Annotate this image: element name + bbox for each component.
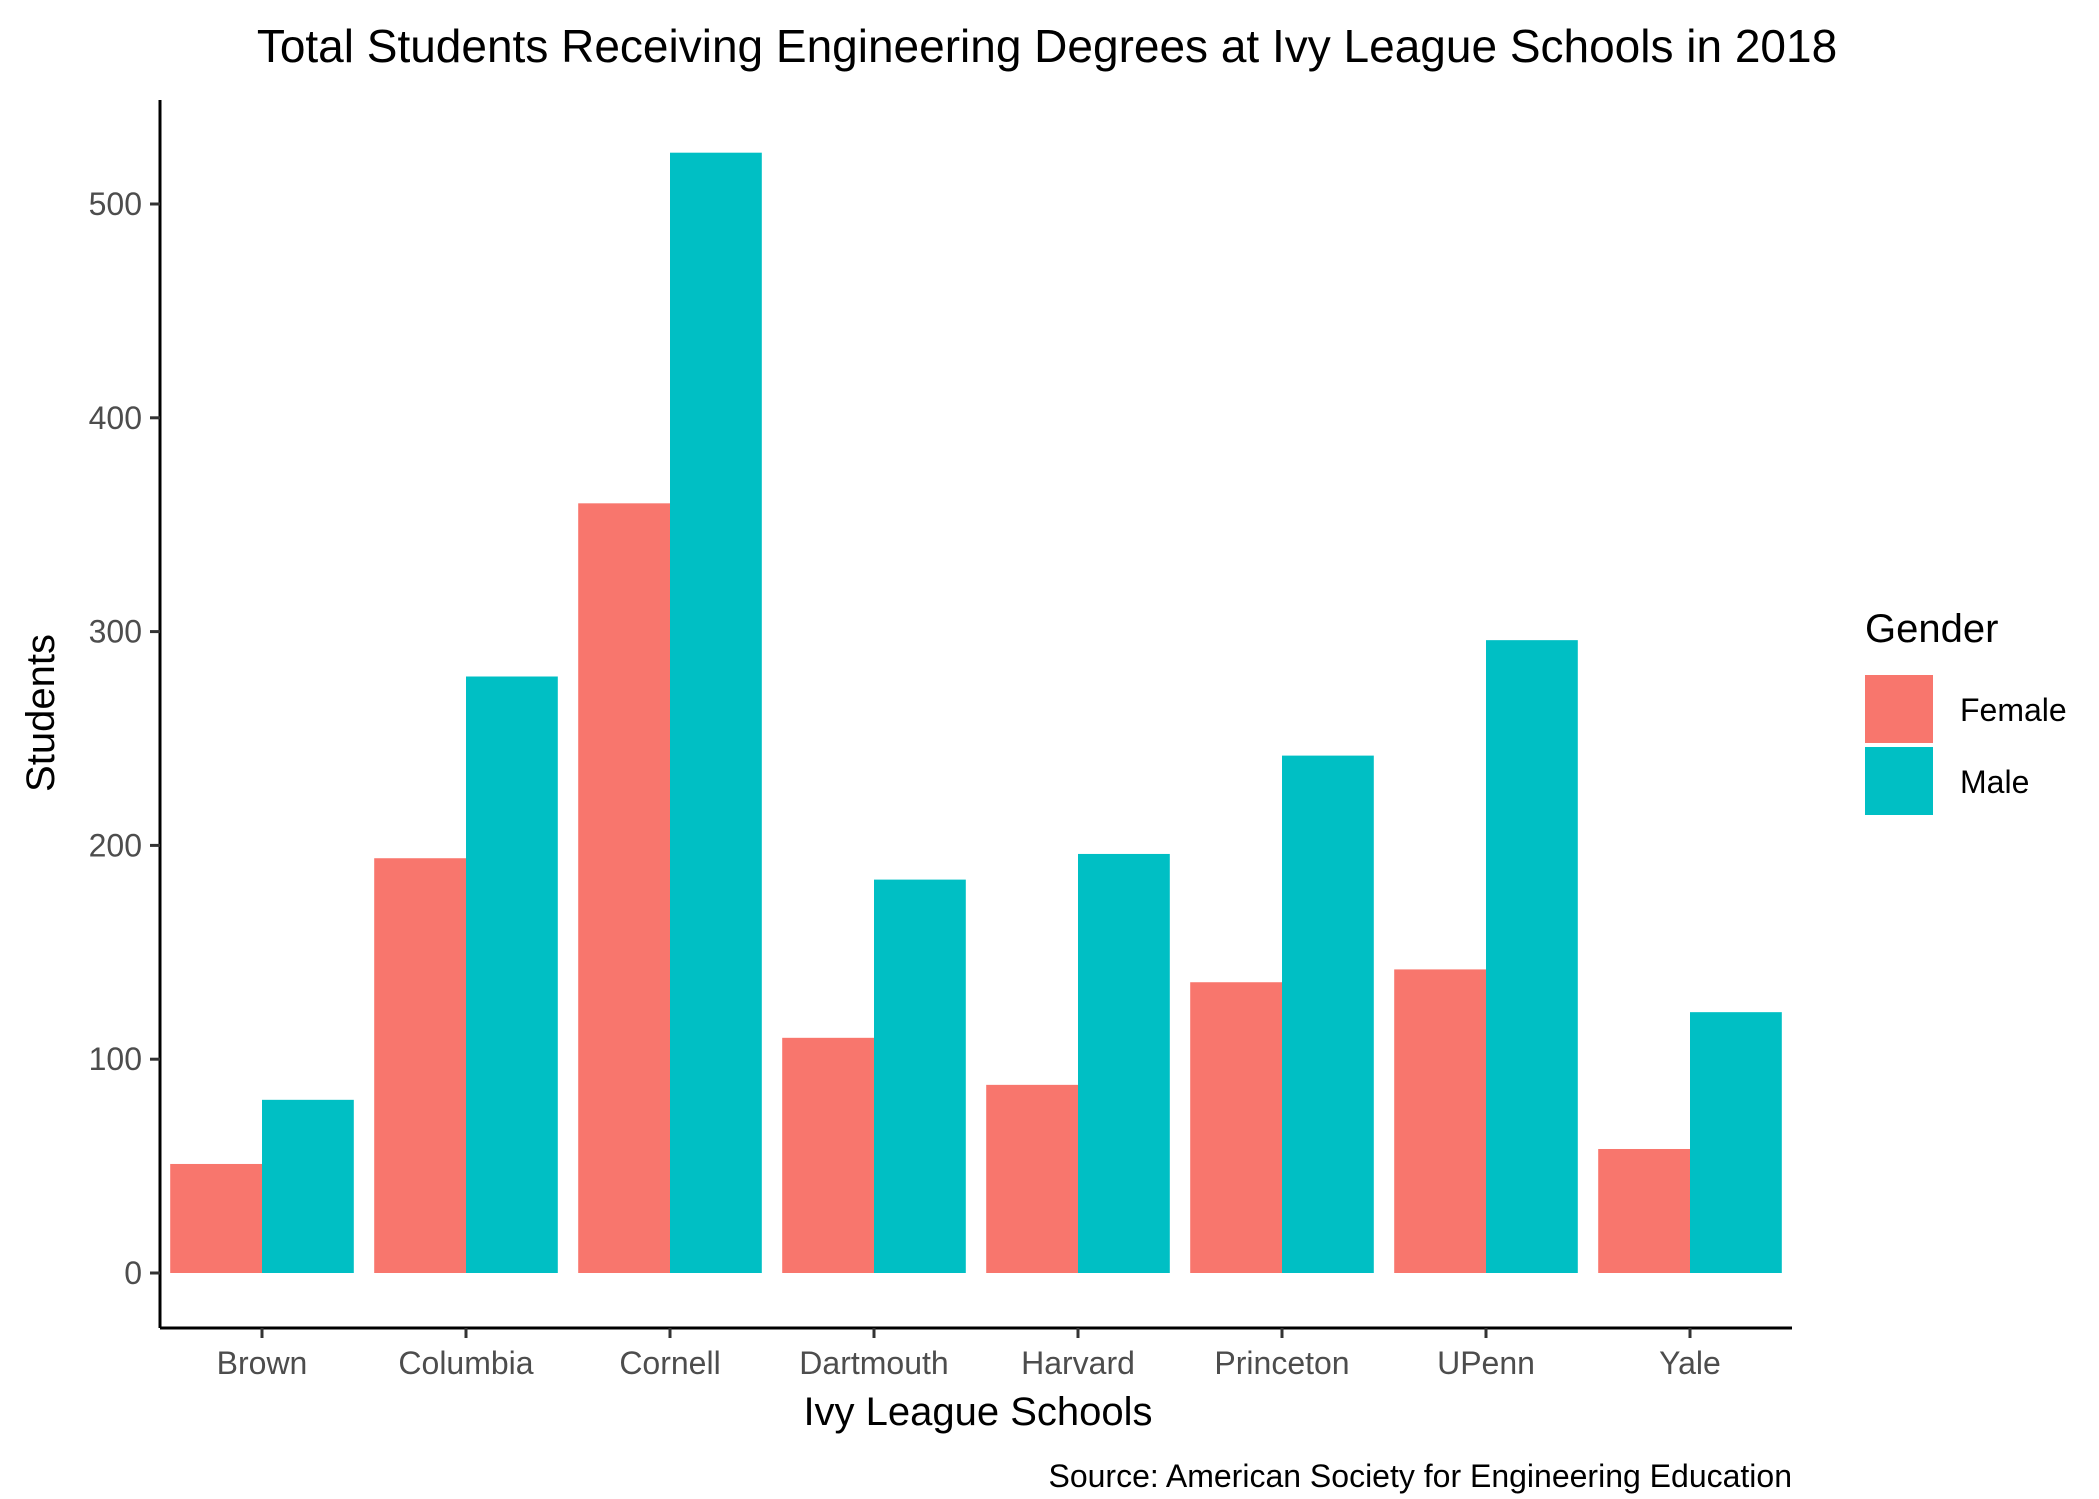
- plot-area: 0 100 200 300 400 500 Brown Columbia Cornell Dart…: [89, 100, 1792, 1381]
- legend: Gender Female Male: [1865, 607, 2067, 815]
- y-tick-label: 200: [89, 827, 142, 863]
- bar-cornell-female: [578, 503, 670, 1273]
- bar-upenn-female: [1394, 969, 1486, 1273]
- bar-harvard-male: [1078, 853, 1170, 1273]
- bar-brown-female: [170, 1163, 262, 1273]
- y-tick-label: 400: [89, 400, 142, 436]
- legend-key-female: [1865, 675, 1933, 743]
- chart-title: Total Students Receiving Engineering Deg…: [257, 20, 1837, 72]
- legend-label-male: Male: [1960, 764, 2029, 800]
- source-caption: Source: American Society for Engineering…: [1048, 1458, 1792, 1494]
- y-tick-label: 100: [89, 1041, 142, 1077]
- y-tick-label: 0: [124, 1255, 142, 1291]
- x-axis-title: Ivy League Schools: [803, 1390, 1152, 1434]
- bar-harvard-female: [986, 1084, 1078, 1273]
- x-tick-label: Cornell: [619, 1345, 720, 1381]
- bar-dartmouth-female: [782, 1037, 874, 1273]
- legend-title: Gender: [1865, 607, 1998, 651]
- x-tick-label: Columbia: [398, 1345, 533, 1381]
- y-tick-label: 300: [89, 614, 142, 650]
- bar-cornell-male: [670, 152, 762, 1274]
- legend-label-female: Female: [1960, 692, 2067, 728]
- x-tick-label: Brown: [217, 1345, 308, 1381]
- bar-brown-male: [262, 1099, 354, 1273]
- x-tick-label: UPenn: [1437, 1345, 1535, 1381]
- legend-key-male: [1865, 747, 1933, 815]
- y-tick-label: 500: [89, 186, 142, 222]
- bar-dartmouth-male: [874, 879, 966, 1273]
- bar-columbia-male: [466, 676, 558, 1273]
- bar-yale-female: [1598, 1148, 1690, 1273]
- bar-upenn-male: [1486, 640, 1578, 1273]
- x-tick-label: Dartmouth: [799, 1345, 948, 1381]
- bar-yale-male: [1690, 1012, 1782, 1273]
- x-tick-label: Princeton: [1214, 1345, 1349, 1381]
- bar-columbia-female: [374, 858, 466, 1273]
- x-tick-label: Yale: [1659, 1345, 1721, 1381]
- bar-princeton-male: [1282, 755, 1374, 1273]
- x-tick-label: Harvard: [1021, 1345, 1135, 1381]
- y-axis-title: Students: [19, 634, 63, 792]
- bar-princeton-female: [1190, 982, 1282, 1273]
